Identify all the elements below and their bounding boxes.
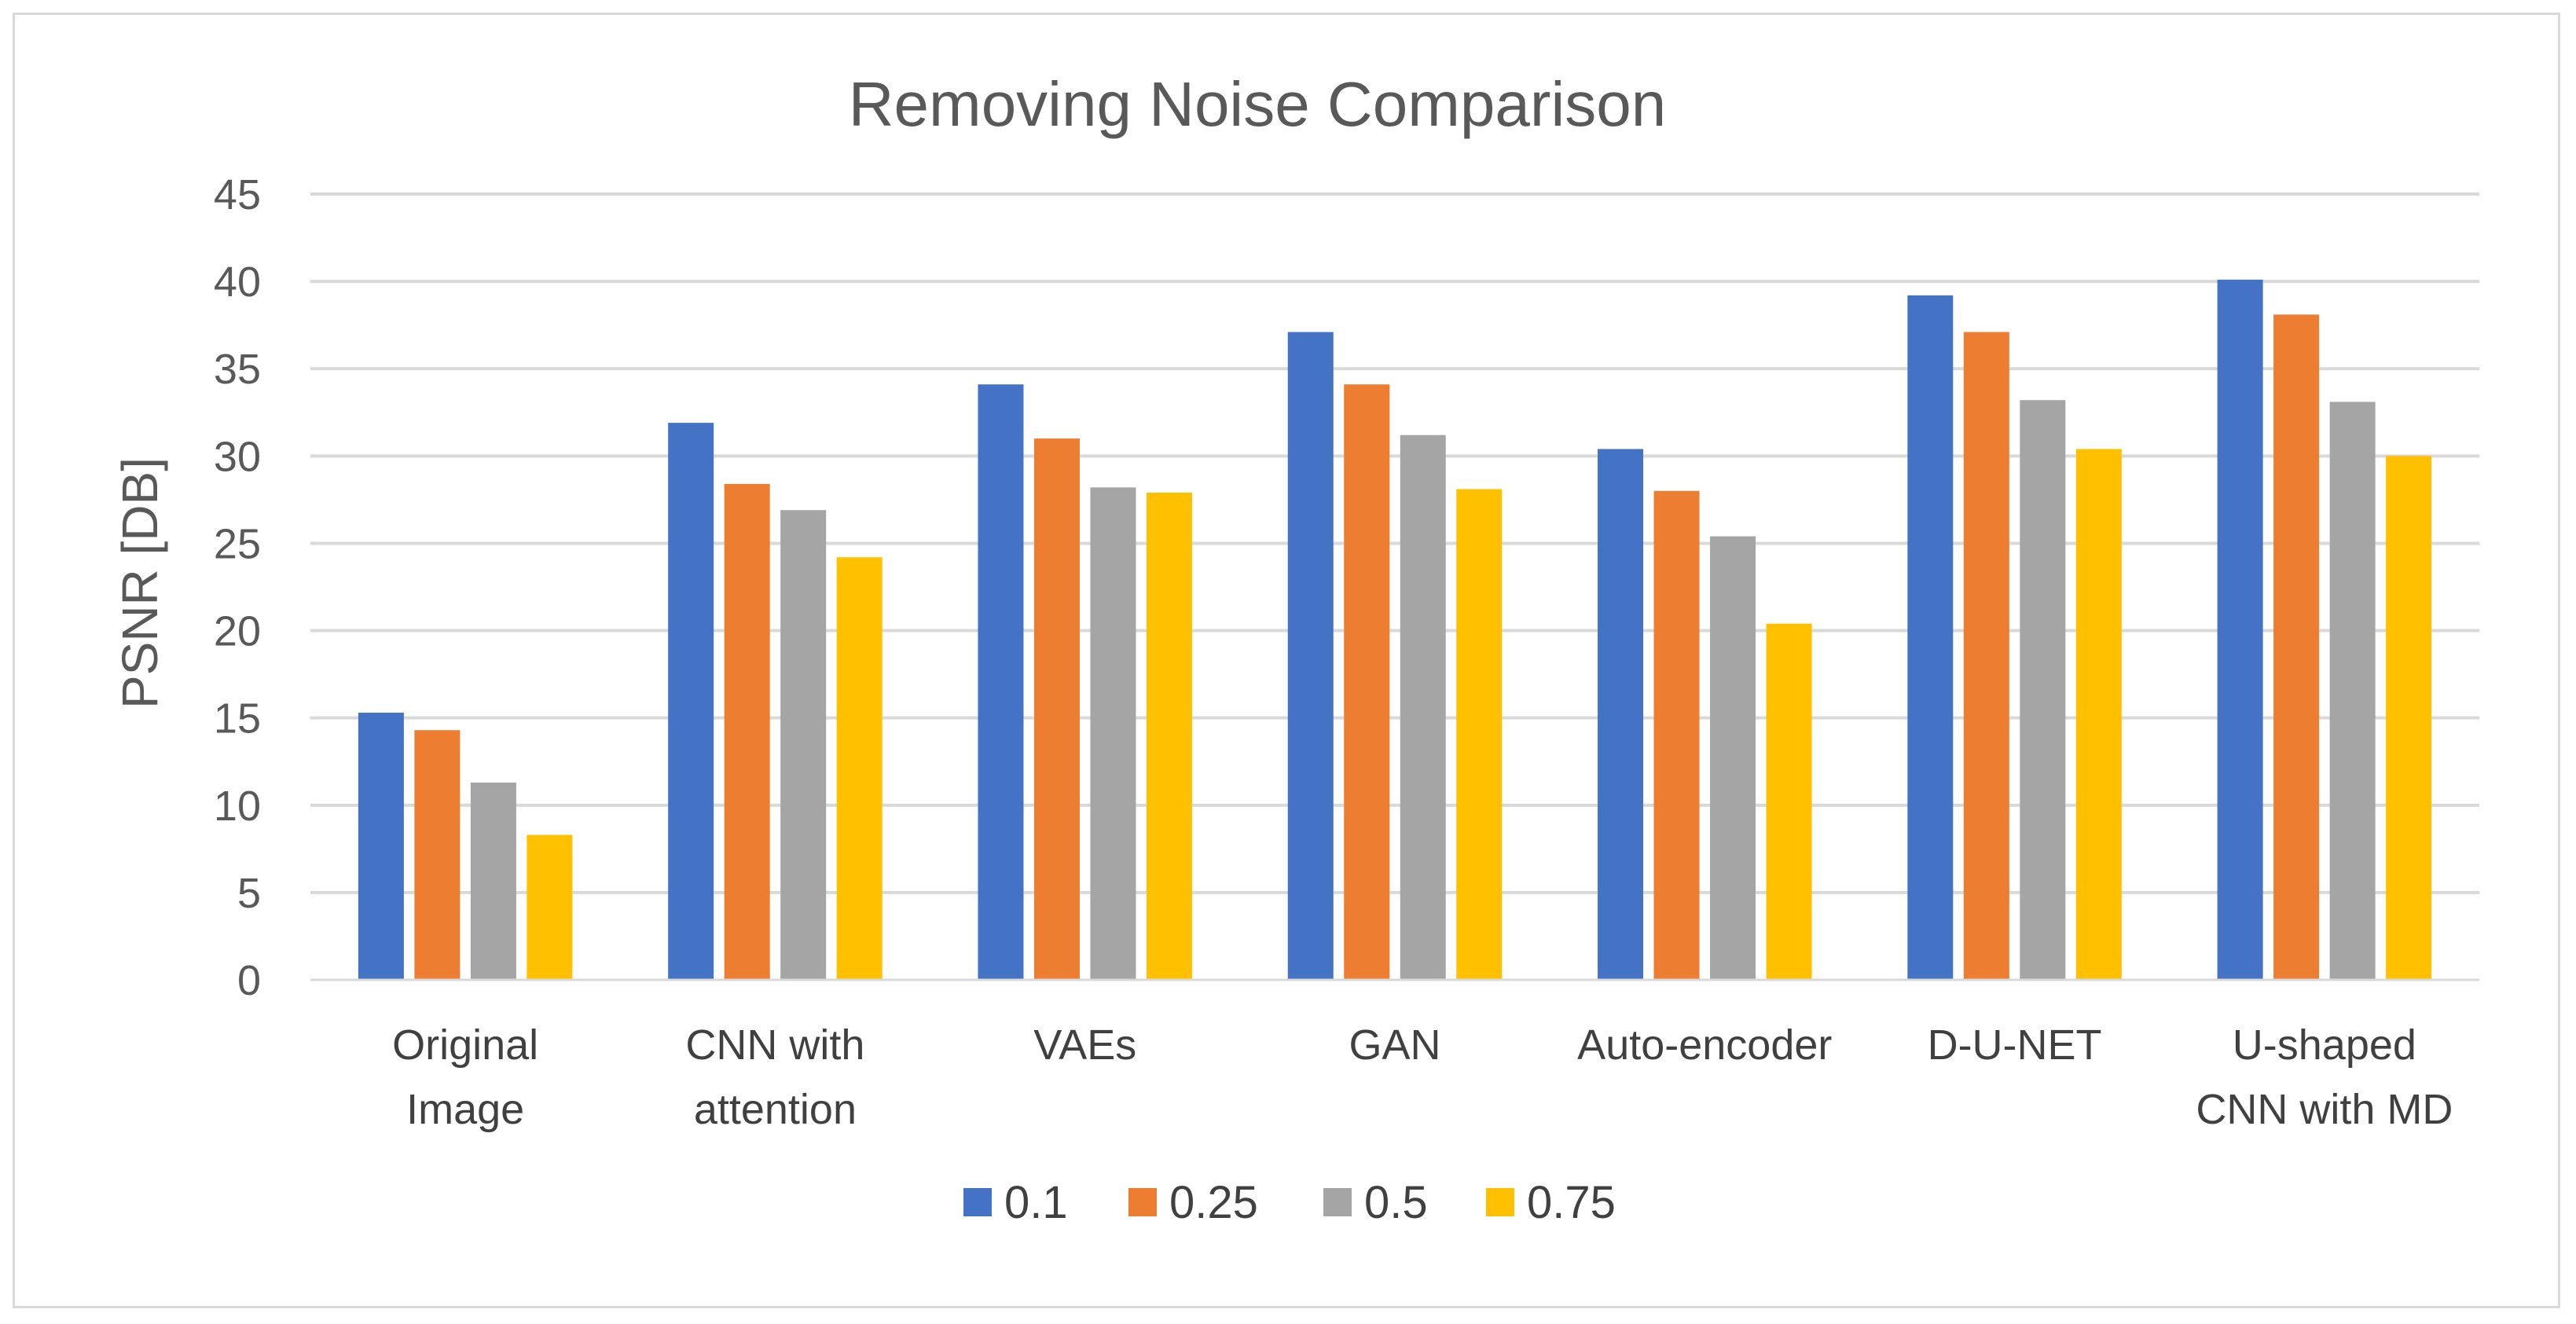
bar-0.5-5 [2020, 400, 2066, 980]
y-tick-label: 15 [214, 695, 261, 743]
bar-0.25-2 [1033, 438, 1080, 980]
bar-0.1-1 [668, 423, 714, 980]
y-tick-label: 30 [214, 433, 261, 480]
bar-0.5-0 [470, 782, 516, 980]
y-tick-label: 10 [214, 783, 261, 830]
y-tick-label: 25 [214, 520, 261, 567]
category-label: Image [406, 1086, 524, 1133]
bar-0.5-3 [1400, 435, 1446, 980]
bar-0.75-3 [1456, 489, 1503, 980]
bar-0.75-5 [2075, 449, 2122, 980]
bar-0.1-5 [1907, 295, 1954, 980]
y-axis-ticks: 0 5 10 15 20 25 30 35 40 45 [214, 171, 261, 1004]
category-label: CNN with [685, 1021, 864, 1069]
chart-frame [13, 13, 2560, 1308]
legend: 0.1 0.25 0.5 0.75 [963, 1177, 1616, 1228]
bar-0.25-3 [1344, 384, 1390, 980]
y-tick-label: 45 [214, 171, 261, 218]
legend-swatch-0.1 [963, 1188, 992, 1216]
bar-0.75-0 [527, 834, 573, 980]
bar-0.1-4 [1598, 449, 1644, 980]
bar-0.1-0 [358, 713, 404, 980]
gridlines [310, 193, 2479, 894]
category-label: attention [694, 1086, 857, 1133]
bar-0.75-4 [1766, 623, 1812, 980]
legend-label-0.75: 0.75 [1527, 1177, 1616, 1228]
bar-0.75-1 [836, 557, 883, 980]
legend-label-0.5: 0.5 [1364, 1177, 1428, 1228]
bars [358, 279, 2432, 980]
y-tick-label: 40 [214, 259, 261, 306]
bar-0.75-6 [2386, 456, 2432, 980]
category-label: Original [392, 1021, 538, 1069]
bar-0.25-4 [1653, 490, 1700, 980]
legend-label-0.25: 0.25 [1169, 1177, 1258, 1228]
legend-swatch-0.25 [1128, 1188, 1157, 1216]
bar-0.5-2 [1090, 487, 1136, 980]
y-tick-label: 0 [237, 957, 261, 1004]
bar-0.25-6 [2273, 314, 2320, 980]
y-tick-label: 35 [214, 346, 261, 393]
bar-0.5-1 [780, 510, 827, 980]
bar-0.1-3 [1287, 332, 1334, 980]
legend-swatch-0.75 [1486, 1188, 1514, 1216]
legend-swatch-0.5 [1323, 1188, 1352, 1216]
y-axis-label: PSNR [DB] [112, 457, 168, 709]
category-labels: Original Image CNN with attention VAEs GAN Aut… [392, 1021, 2453, 1133]
category-label: U-shaped [2233, 1021, 2416, 1069]
category-label: D-U-NET [1928, 1021, 2102, 1069]
bar-0.1-6 [2217, 279, 2263, 980]
category-label: VAEs [1033, 1021, 1136, 1069]
legend-label-0.1: 0.1 [1004, 1177, 1068, 1228]
bar-0.1-2 [978, 384, 1024, 980]
category-label: Auto-encoder [1577, 1021, 1832, 1069]
category-label: GAN [1349, 1021, 1440, 1069]
y-tick-label: 5 [237, 870, 261, 917]
bar-0.5-4 [1710, 536, 1756, 980]
y-tick-label: 20 [214, 608, 261, 655]
bar-0.5-6 [2329, 402, 2376, 980]
bar-0.25-0 [414, 730, 461, 980]
category-label: CNN with MD [2196, 1086, 2453, 1133]
bar-0.25-5 [1963, 332, 2009, 980]
chart-title: Removing Noise Comparison [849, 69, 1666, 139]
bar-0.75-2 [1146, 493, 1192, 980]
bar-0.25-1 [724, 483, 770, 980]
